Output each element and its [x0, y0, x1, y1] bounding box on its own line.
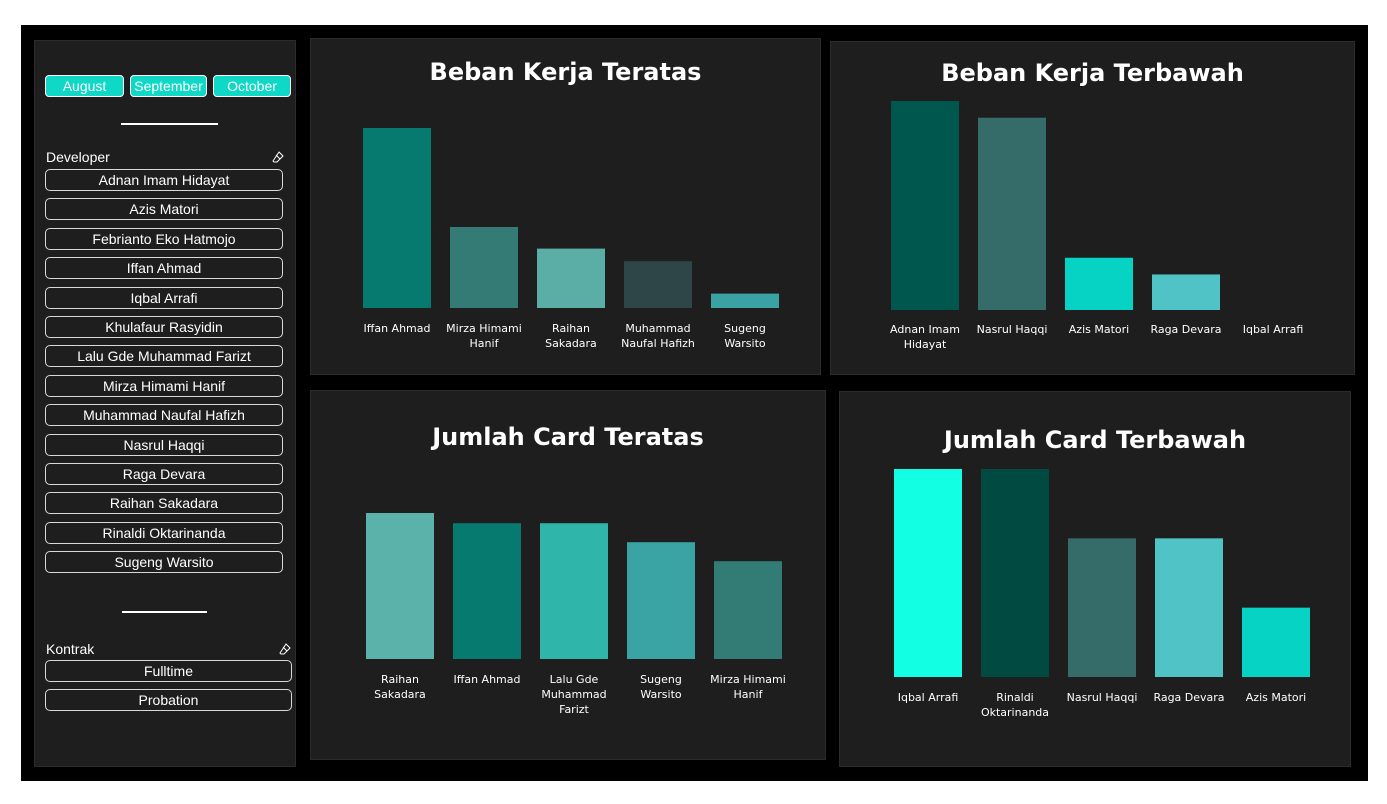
bar[interactable]: [540, 523, 608, 659]
bar-chart: Raihan Sakadara Iffan Ahmad Lalu Gde Muhamma…: [366, 513, 786, 716]
chart-title: Jumlah Card Teratas: [432, 423, 704, 451]
slicer-item[interactable]: Febrianto Eko Hatmojo: [45, 227, 283, 250]
slicer-item[interactable]: Fulltime: [45, 660, 292, 682]
chart-beban-kerja-terbawah: Adnan Imam Hidayat Nasrul Haqqi Azis Matori…: [830, 41, 1355, 375]
bar-chart: Iqbal Arrafi Rinaldi Oktarinanda Nasrul Haq…: [894, 469, 1310, 719]
category-label: Sugeng Warsito: [640, 673, 682, 701]
slicer-item[interactable]: Rinaldi Oktarinanda: [45, 521, 283, 544]
kontrak-filter-title: Kontrak: [46, 641, 95, 657]
category-label: Muhammad Naufal Hafizh: [621, 322, 695, 350]
category-label: Sugeng Warsito: [724, 322, 766, 350]
bar[interactable]: [1242, 607, 1310, 677]
category-label: Mirza Himami Hanif: [710, 673, 786, 701]
category-label: Iqbal Arrafi: [898, 691, 959, 704]
filter-sidebar: August September October Developer Adnan…: [34, 40, 296, 767]
slicer-item[interactable]: Sugeng Warsito: [45, 551, 283, 574]
category-label: Raga Devara: [1153, 691, 1224, 704]
chart-title: Beban Kerja Teratas: [429, 58, 702, 86]
bar[interactable]: [1155, 538, 1223, 677]
bar-chart: Adnan Imam Hidayat Nasrul Haqqi Azis Matori…: [890, 101, 1304, 351]
slicer-item[interactable]: Raga Devara: [45, 463, 283, 485]
bar[interactable]: [1152, 274, 1220, 310]
month-button-august[interactable]: August: [45, 75, 124, 97]
category-label: Nasrul Haqqi: [1067, 691, 1138, 704]
category-label: Iffan Ahmad: [364, 322, 431, 335]
bar[interactable]: [1068, 538, 1136, 677]
bar[interactable]: [627, 542, 695, 659]
category-label: Iffan Ahmad: [454, 673, 521, 686]
bar[interactable]: [453, 523, 521, 659]
slicer-item[interactable]: Nasrul Haqqi: [45, 433, 283, 456]
slicer-item[interactable]: Mirza Himami Hanif: [45, 374, 283, 397]
bar[interactable]: [894, 469, 962, 677]
category-label: Raihan Sakadara: [374, 673, 426, 701]
chart-title: Beban Kerja Terbawah: [941, 59, 1244, 87]
bar[interactable]: [450, 227, 518, 308]
category-label: Lalu Gde Muhammad Farizt: [541, 673, 606, 716]
chart-beban-kerja-teratas: Iffan Ahmad Mirza Himami Hanif Raihan Sakada…: [310, 38, 821, 375]
bar[interactable]: [363, 128, 431, 308]
category-label: Raga Devara: [1150, 323, 1221, 336]
chart-title: Jumlah Card Terbawah: [943, 426, 1247, 454]
bar[interactable]: [1065, 257, 1133, 310]
bar[interactable]: [537, 248, 605, 308]
slicer-item[interactable]: Azis Matori: [45, 198, 283, 221]
slicer-item[interactable]: Khulafaur Rasyidin: [45, 316, 283, 338]
month-button-september[interactable]: September: [130, 75, 207, 97]
category-label: Azis Matori: [1246, 691, 1306, 704]
slicer-item[interactable]: Iqbal Arrafi: [45, 286, 283, 309]
slicer-item[interactable]: Iffan Ahmad: [45, 257, 283, 280]
bar[interactable]: [891, 101, 959, 310]
category-label: Nasrul Haqqi: [977, 323, 1048, 336]
slicer-item[interactable]: Raihan Sakadara: [45, 492, 283, 515]
bar[interactable]: [981, 469, 1049, 677]
bar[interactable]: [366, 513, 434, 659]
chart-jumlah-card-teratas: Raihan Sakadara Iffan Ahmad Lalu Gde Muhamma…: [310, 390, 826, 760]
developer-filter-title: Developer: [46, 149, 110, 165]
slicer-item[interactable]: Probation: [45, 689, 292, 711]
bar[interactable]: [978, 117, 1046, 310]
category-label: Iqbal Arrafi: [1243, 323, 1304, 336]
slicer-item[interactable]: Muhammad Naufal Hafizh: [45, 404, 283, 427]
category-label: Adnan Imam Hidayat: [890, 323, 960, 351]
divider: [121, 123, 218, 125]
eraser-icon[interactable]: [279, 643, 291, 655]
chart-jumlah-card-terbawah: Iqbal Arrafi Rinaldi Oktarinanda Nasrul Haq…: [839, 391, 1351, 767]
slicer-item[interactable]: Adnan Imam Hidayat: [45, 169, 283, 191]
bar-chart: Iffan Ahmad Mirza Himami Hanif Raihan Sakada…: [363, 128, 779, 350]
bar[interactable]: [714, 561, 782, 659]
category-label: Rinaldi Oktarinanda: [981, 691, 1049, 719]
category-label: Azis Matori: [1069, 323, 1129, 336]
month-button-october[interactable]: October: [213, 75, 291, 97]
eraser-icon[interactable]: [272, 151, 284, 163]
slicer-item[interactable]: Lalu Gde Muhammad Farizt: [45, 345, 283, 368]
category-label: Mirza Himami Hanif: [446, 322, 522, 350]
bar[interactable]: [624, 261, 692, 308]
category-label: Raihan Sakadara: [545, 322, 597, 350]
divider: [122, 611, 207, 613]
bar[interactable]: [711, 293, 779, 308]
